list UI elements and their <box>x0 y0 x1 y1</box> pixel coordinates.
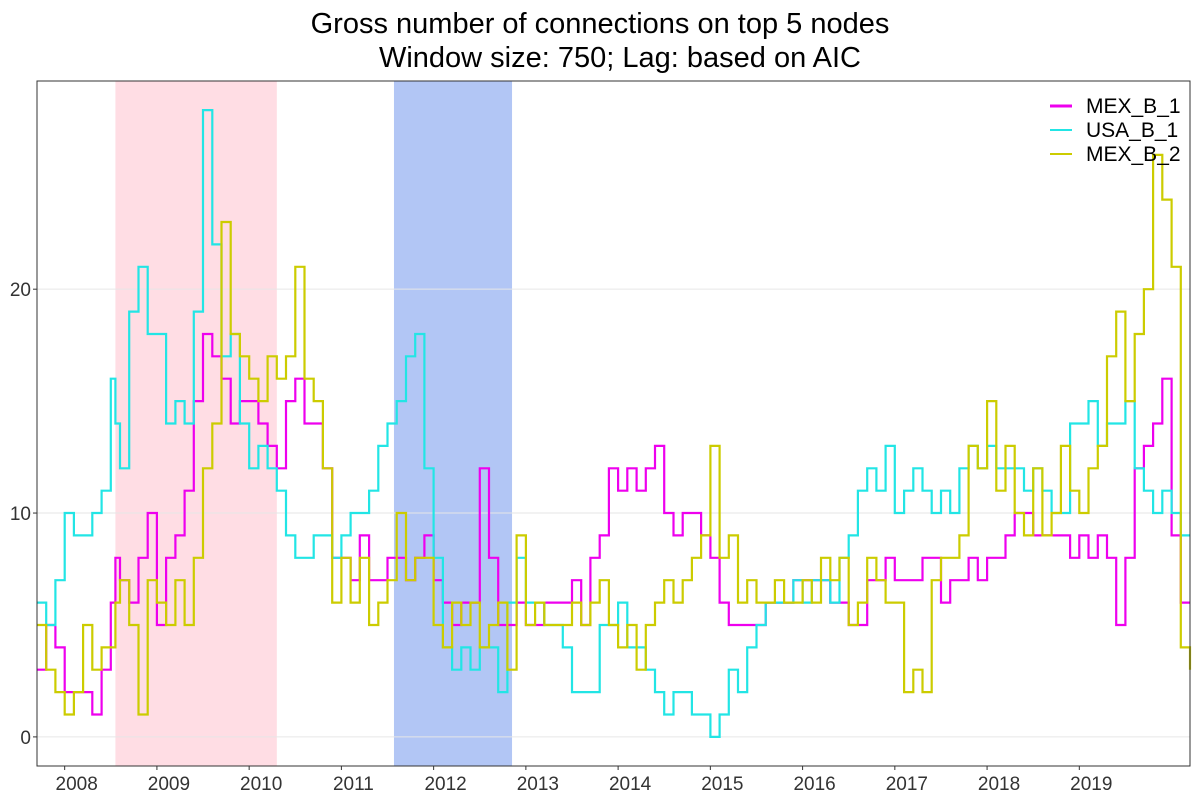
x-tick-label-2015: 2015 <box>701 774 743 795</box>
x-tick-label-2010: 2010 <box>240 774 282 795</box>
x-tick-label-2016: 2016 <box>793 774 835 795</box>
x-tick-label-2012: 2012 <box>424 774 466 795</box>
y-tick-label-20: 20 <box>10 280 31 301</box>
x-tick-label-2018: 2018 <box>978 774 1020 795</box>
y-tick-label-10: 10 <box>10 504 31 525</box>
x-tick-label-2014: 2014 <box>609 774 652 795</box>
x-tick-label-2008: 2008 <box>56 774 98 795</box>
legend-label-mex-b-1: MEX_B_1 <box>1086 95 1181 118</box>
shaded-region-1 <box>115 81 277 766</box>
y-tick-label-0: 0 <box>20 728 31 749</box>
x-tick-label-2019: 2019 <box>1070 774 1112 795</box>
series-line-mex-b-2 <box>37 153 1192 716</box>
x-tick-label-2017: 2017 <box>886 774 928 795</box>
series-lines <box>37 109 1192 738</box>
x-tick-label-2009: 2009 <box>148 774 190 795</box>
x-tick-label-2011: 2011 <box>333 774 374 795</box>
plot-panel-border <box>36 80 1191 767</box>
legend-label-usa-b-1: USA_B_1 <box>1086 119 1178 142</box>
x-tick-label-2013: 2013 <box>517 774 559 795</box>
y-axis: 0 10 20 <box>10 280 37 749</box>
grid-lines <box>37 288 1190 738</box>
chart-title: Gross number of connections on top 5 nod… <box>311 8 890 40</box>
x-axis: 2008 2009 2010 2011 2012 2013 2014 2015 2016 2017… <box>56 766 1112 795</box>
legend-label-mex-b-2: MEX_B_2 <box>1086 143 1181 166</box>
chart-subtitle: Window size: 750; Lag: based on AIC <box>379 42 861 74</box>
